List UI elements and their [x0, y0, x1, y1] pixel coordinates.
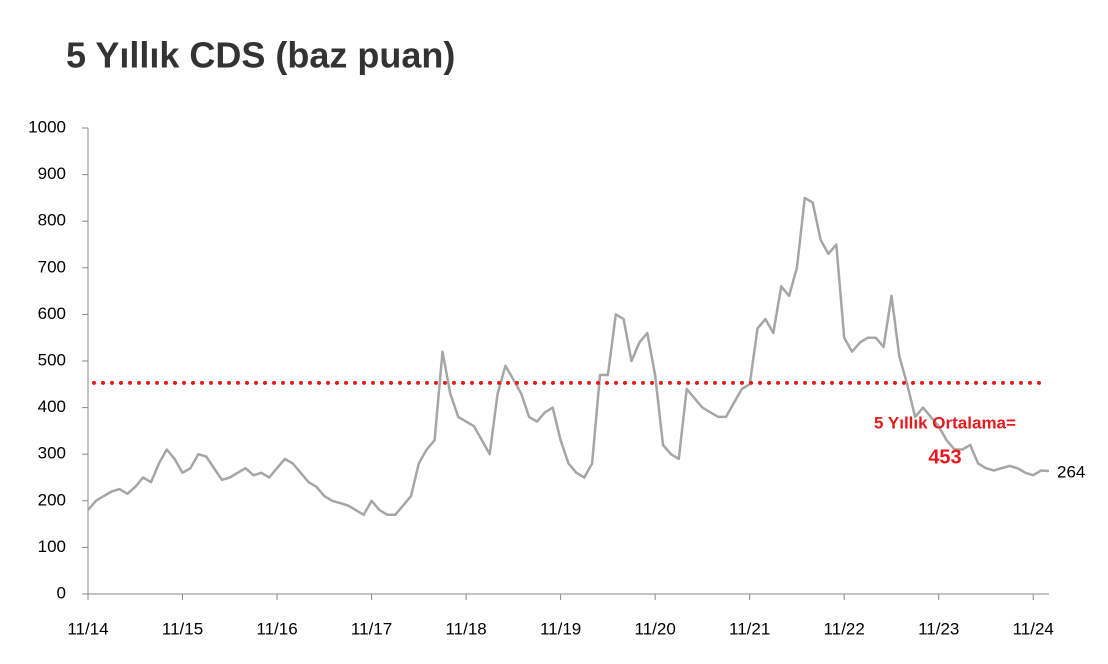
- x-tick-label: 11/21: [729, 619, 770, 638]
- y-tick-label: 200: [38, 490, 66, 509]
- y-tick-label: 800: [38, 211, 66, 230]
- x-tick-label: 11/20: [635, 619, 676, 638]
- x-tick-label: 11/17: [351, 619, 392, 638]
- x-tick-label: 11/15: [162, 619, 203, 638]
- y-tick-label: 900: [38, 164, 66, 183]
- y-tick-label: 500: [38, 350, 66, 369]
- y-tick-label: 0: [57, 583, 66, 602]
- average-value: 453: [928, 446, 961, 468]
- last-value-label: 264: [1057, 462, 1085, 481]
- y-tick-label: 700: [38, 257, 66, 276]
- x-tick-label: 11/19: [540, 619, 581, 638]
- average-label: 5 Yıllık Ortalama=: [874, 413, 1016, 432]
- y-tick-label: 600: [38, 304, 66, 323]
- y-tick-label: 300: [38, 444, 66, 463]
- x-tick-label: 11/22: [824, 619, 865, 638]
- x-tick-label: 11/18: [445, 619, 486, 638]
- x-tick-label: 11/24: [1013, 619, 1054, 638]
- x-tick-label: 11/14: [67, 619, 108, 638]
- y-tick-label: 400: [38, 397, 66, 416]
- x-tick-label: 11/23: [918, 619, 959, 638]
- cds-line: [87, 196, 1050, 517]
- x-tick-label: 11/16: [256, 619, 297, 638]
- y-tick-label: 100: [38, 537, 66, 556]
- chart-title: 5 Yıllık CDS (baz puan): [66, 35, 455, 76]
- y-tick-label: 1000: [28, 117, 66, 136]
